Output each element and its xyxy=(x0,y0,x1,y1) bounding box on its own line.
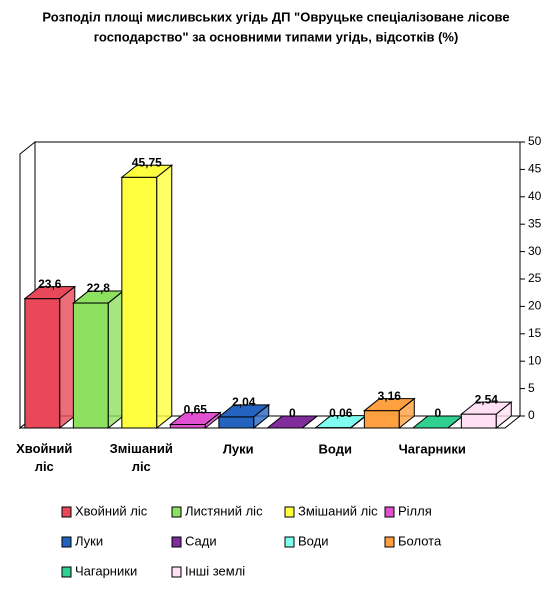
legend-label: Змішаний ліс xyxy=(298,503,378,518)
legend-swatch xyxy=(61,536,72,548)
legend-swatch xyxy=(171,506,182,518)
legend-swatch xyxy=(61,566,72,578)
bar-side xyxy=(495,401,512,430)
legend-swatch xyxy=(284,506,295,518)
y-tick-label: 45 xyxy=(528,162,542,176)
legend-label: Болота xyxy=(398,533,442,548)
y-tick-label: 15 xyxy=(528,326,542,340)
legend-label: Чагарники xyxy=(75,563,137,578)
value-label: 2,54 xyxy=(475,392,499,406)
bar-side xyxy=(301,415,318,429)
value-label: 0,65 xyxy=(184,403,208,417)
legend-swatch xyxy=(384,536,395,548)
bar-side xyxy=(398,397,415,430)
x-tick-label: Води xyxy=(319,441,352,456)
legend-label: Листяний ліс xyxy=(185,503,263,518)
x-tick-label: Змішаний ліс xyxy=(110,441,173,474)
y-tick-label: 10 xyxy=(528,353,542,367)
chart-title: господарство" за основними типами угідь,… xyxy=(94,29,459,44)
bar-side xyxy=(156,164,173,430)
value-label: 2,04 xyxy=(232,395,256,409)
legend-label: Рілля xyxy=(398,503,432,518)
legend-swatch xyxy=(61,506,72,518)
y-tick-label: 25 xyxy=(528,271,542,285)
x-tick-label: Чагарники xyxy=(399,441,466,456)
legend-swatch xyxy=(171,566,182,578)
bar xyxy=(24,298,61,429)
value-label: 23,6 xyxy=(38,277,62,291)
legend-label: Луки xyxy=(75,533,103,548)
value-label: 45,75 xyxy=(132,155,162,169)
legend-label: Води xyxy=(298,533,328,548)
bar xyxy=(121,176,158,429)
value-label: 0 xyxy=(289,406,296,420)
bar xyxy=(218,416,255,429)
legend-swatch xyxy=(171,536,182,548)
y-tick-label: 35 xyxy=(528,216,542,230)
x-tick-label: Хвойний ліс xyxy=(16,441,72,474)
y-tick-label: 40 xyxy=(528,189,542,203)
y-tick-label: 20 xyxy=(528,299,542,313)
bar xyxy=(460,413,497,429)
value-label: 0,06 xyxy=(329,406,353,420)
value-label: 0 xyxy=(434,406,441,420)
legend-swatch xyxy=(284,536,295,548)
y-tick-label: 30 xyxy=(528,244,542,258)
y-tick-label: 0 xyxy=(528,408,535,422)
bar xyxy=(169,423,206,429)
y-tick-label: 50 xyxy=(528,134,542,148)
legend-label: Інші землі xyxy=(185,563,245,578)
x-tick-label: Луки xyxy=(223,441,254,456)
bar xyxy=(363,410,400,429)
legend-label: Сади xyxy=(185,533,217,548)
bar-side xyxy=(59,285,76,430)
legend-label: Хвойний ліс xyxy=(75,503,148,518)
bar-side xyxy=(253,403,270,430)
bar-side xyxy=(107,290,124,430)
y-tick-label: 5 xyxy=(528,381,535,395)
chart-title: Розподіл площі мисливських угідь ДП "Овр… xyxy=(42,9,509,24)
legend-swatch xyxy=(384,506,395,518)
value-label: 22,8 xyxy=(87,281,111,295)
bar xyxy=(72,302,109,429)
value-label: 3,16 xyxy=(378,389,402,403)
